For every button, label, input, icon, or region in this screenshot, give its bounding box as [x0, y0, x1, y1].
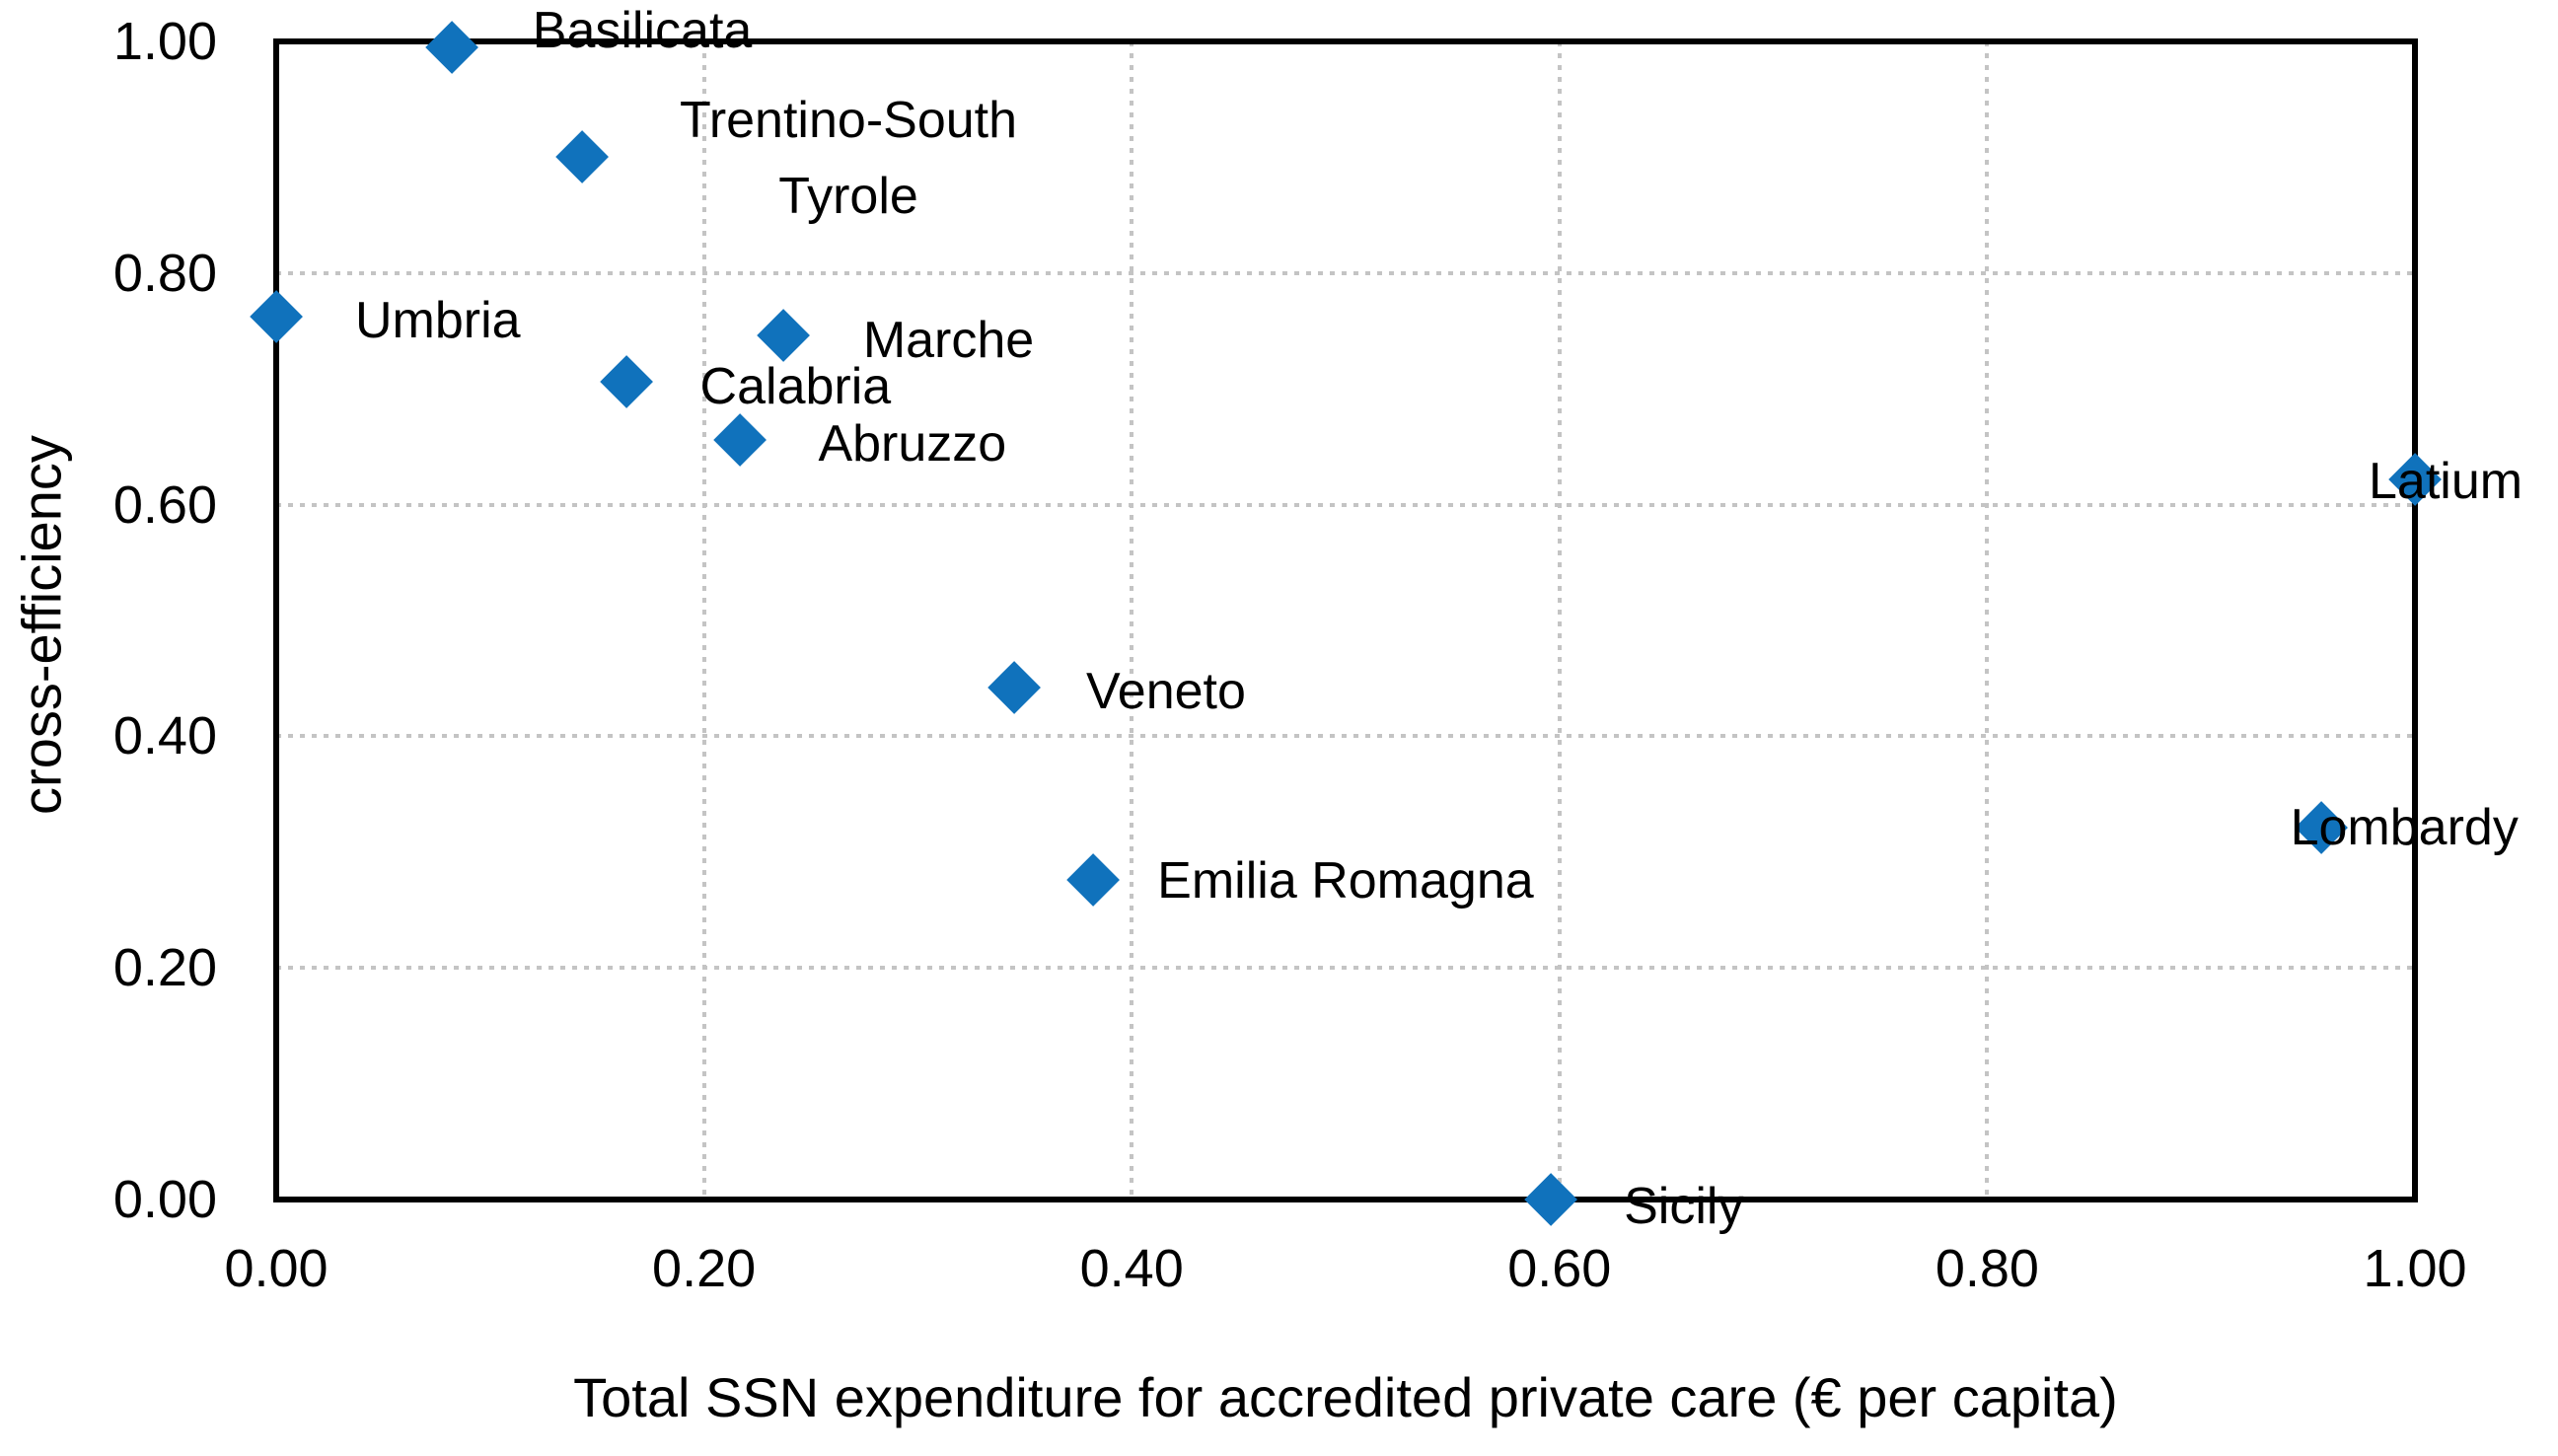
- y-tick-label: 0.40: [112, 706, 217, 766]
- y-tick-label: 0.20: [112, 938, 217, 998]
- y-axis-title: cross-efficiency: [10, 435, 73, 815]
- vertical-gridline: [1557, 41, 1562, 1200]
- x-axis-title: Total SSN expenditure for accredited pri…: [573, 1366, 2118, 1428]
- y-tick-label: 1.00: [112, 12, 217, 71]
- horizontal-gridline: [276, 966, 2415, 971]
- x-tick-label: 0.80: [1935, 1239, 2039, 1298]
- vertical-gridline: [1985, 41, 1990, 1200]
- x-tick-label: 0.40: [1079, 1239, 1184, 1298]
- horizontal-gridline: [276, 734, 2415, 739]
- x-tick-label: 0.60: [1507, 1239, 1612, 1298]
- data-point-label: Umbria: [355, 292, 521, 350]
- y-tick-label: 0.80: [112, 243, 217, 303]
- y-tick-label: 0.60: [112, 474, 217, 535]
- x-tick-label: 1.00: [2363, 1239, 2467, 1298]
- x-tick-label: 0.00: [224, 1239, 329, 1298]
- plot-frame: [273, 38, 2418, 1202]
- horizontal-gridline: [276, 502, 2415, 507]
- data-point-label: Veneto: [1085, 663, 1246, 721]
- vertical-gridline: [1130, 41, 1134, 1200]
- data-point-label: Trentino-South Tyrole: [679, 92, 1018, 226]
- x-tick-label: 0.20: [652, 1239, 757, 1298]
- y-tick-label: 0.00: [112, 1170, 217, 1229]
- data-point-label: Latium: [2369, 452, 2523, 510]
- data-point-label: Basilicata: [532, 1, 753, 59]
- vertical-gridline: [701, 41, 706, 1200]
- data-point-label: Lombardy: [2290, 799, 2519, 857]
- data-point-label: Abruzzo: [818, 414, 1007, 473]
- data-point-label: Calabria: [699, 358, 892, 416]
- data-point-label: Marche: [862, 312, 1035, 370]
- data-point-label: Sicily: [1624, 1178, 1744, 1235]
- horizontal-gridline: [276, 270, 2415, 275]
- data-point-label: Emilia Romagna: [1157, 851, 1534, 910]
